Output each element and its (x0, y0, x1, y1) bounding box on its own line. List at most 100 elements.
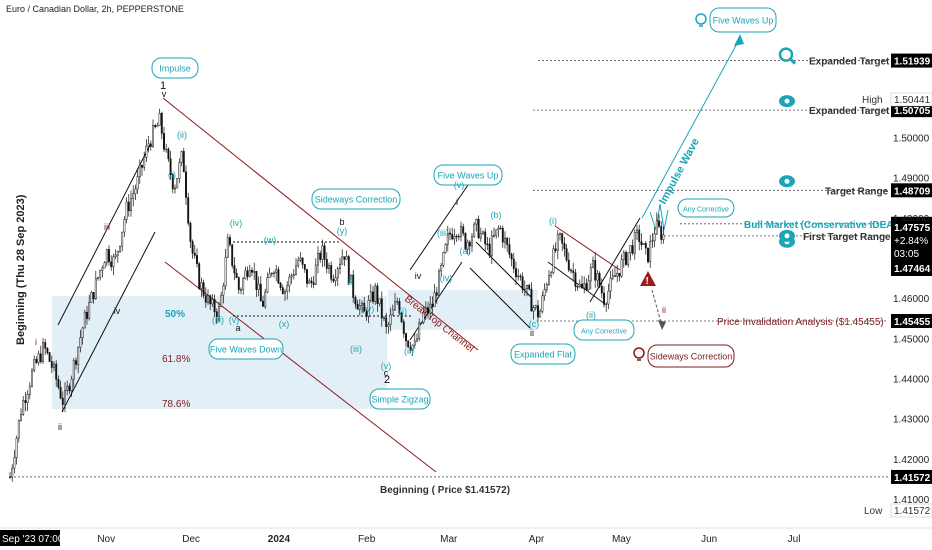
price-tags: High 1.50441 1.47575 +2.84% 03:05 1.4746… (862, 92, 932, 518)
candle (578, 279, 581, 289)
candle (473, 222, 476, 238)
candle (537, 300, 539, 322)
candle (611, 268, 614, 281)
candle (636, 225, 638, 241)
eye-icon (779, 175, 795, 188)
candle (534, 304, 537, 311)
wave-label: (v) (381, 361, 392, 371)
high-value: 1.50441 (894, 95, 931, 106)
wave-label: 1 (160, 80, 166, 92)
candle (457, 233, 460, 241)
level-price-tag (891, 183, 932, 198)
high-tag: High 1.50441 (862, 92, 932, 107)
wave-label: c (384, 368, 389, 378)
candle (301, 257, 304, 269)
candle (288, 273, 291, 293)
bubble-text: Impulse (159, 64, 191, 74)
candle (204, 287, 207, 308)
low-value: 1.41572 (894, 506, 931, 517)
candle (387, 322, 390, 334)
candle (306, 269, 308, 288)
wave-label: (ii) (586, 310, 596, 320)
candle (246, 266, 249, 281)
candle (180, 150, 183, 167)
impulse-projection-line (641, 37, 741, 219)
wave-label: ii (662, 305, 666, 315)
candle (383, 315, 385, 322)
candle (372, 285, 374, 305)
candle (255, 270, 258, 298)
candle (268, 267, 271, 278)
candle (191, 239, 194, 259)
candle (220, 291, 223, 308)
candle (453, 228, 456, 245)
candle (471, 232, 473, 252)
candle (66, 380, 69, 396)
candle (222, 282, 225, 304)
candle (202, 279, 205, 299)
candle (123, 216, 126, 237)
candle (226, 233, 229, 258)
x-tick-label: Dec (182, 534, 200, 545)
candle (442, 251, 445, 268)
candle (431, 296, 434, 313)
candle (396, 297, 399, 306)
candle (81, 326, 84, 345)
search-icon (778, 47, 797, 65)
candle (651, 232, 654, 249)
candle (592, 256, 594, 269)
x-tick-label: Apr (529, 534, 545, 545)
candle (385, 312, 388, 334)
candle (625, 250, 627, 266)
annotation-bubble: Five Waves Up (709, 7, 777, 33)
candle (253, 262, 256, 281)
low-label: Low (864, 506, 883, 517)
wave-label: 2 (384, 374, 390, 386)
candle (72, 358, 75, 388)
candle (622, 250, 625, 268)
wave-label: a (235, 323, 240, 333)
candle (512, 252, 515, 274)
candle (504, 231, 506, 249)
candle (374, 282, 377, 305)
candle (455, 234, 458, 242)
wave-label: i (35, 337, 37, 347)
candle (629, 245, 632, 261)
candle (37, 350, 40, 366)
candle (572, 262, 575, 282)
candle (86, 305, 88, 325)
candle (501, 225, 504, 248)
candle (506, 236, 509, 253)
wave-label: (iii) (437, 228, 449, 238)
level-price: 1.51939 (894, 57, 931, 68)
annotation-bubble: Impulse (151, 57, 199, 79)
candle (603, 286, 605, 308)
candle (213, 294, 216, 317)
candle (541, 291, 544, 314)
candle (600, 278, 603, 299)
wave-label: (y) (337, 226, 348, 236)
level-label: Target Range (825, 186, 889, 197)
x-tick-label: Sep '23 07:00 (2, 534, 64, 545)
candle (642, 243, 645, 245)
candle (46, 347, 49, 355)
candle (112, 253, 115, 276)
wave-label: iii (104, 222, 110, 232)
candle (127, 194, 130, 217)
candle (75, 357, 77, 370)
candle (631, 239, 634, 256)
candle (299, 251, 302, 262)
annotation-bubble: Sideways Correction (311, 188, 401, 210)
wave-label: (iii) (350, 344, 362, 354)
bar-countdown: 03:05 (894, 249, 919, 260)
candle (108, 245, 110, 266)
candle (174, 184, 176, 194)
x-tick-label: Jul (788, 534, 801, 545)
level-label: Expanded Target (809, 57, 890, 68)
candle (207, 289, 209, 305)
candle (26, 390, 29, 412)
candle (548, 270, 550, 286)
candle (163, 126, 165, 153)
y-tick-label: 1.42000 (893, 455, 930, 466)
